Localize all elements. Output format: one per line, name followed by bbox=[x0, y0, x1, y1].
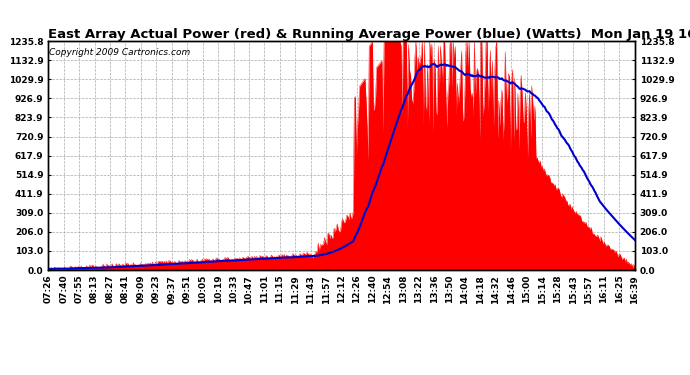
Text: East Array Actual Power (red) & Running Average Power (blue) (Watts)  Mon Jan 19: East Array Actual Power (red) & Running … bbox=[48, 28, 690, 41]
Text: Copyright 2009 Cartronics.com: Copyright 2009 Cartronics.com bbox=[49, 48, 190, 57]
